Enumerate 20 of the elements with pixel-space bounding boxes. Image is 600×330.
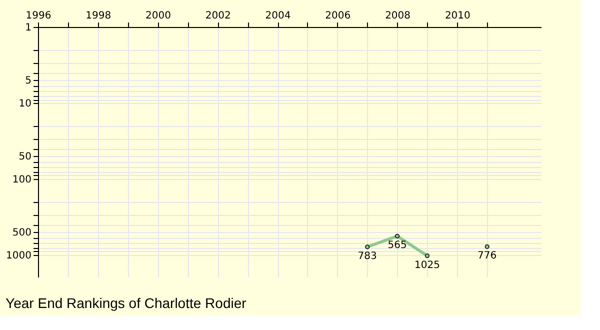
y-tick-label: 500 — [12, 228, 32, 239]
x-tick-label: 2008 — [385, 10, 411, 22]
data-label: 776 — [478, 250, 497, 262]
x-tick-label: 2002 — [205, 10, 231, 22]
x-tick-label: 2010 — [444, 10, 470, 22]
data-label: 565 — [388, 240, 407, 252]
y-tick-label: 1 — [25, 22, 32, 34]
y-tick-label: 5 — [25, 76, 32, 87]
x-tick-label: 1998 — [86, 10, 112, 22]
data-label: 783 — [358, 250, 377, 262]
y-tick-label: 10 — [18, 98, 32, 110]
x-tick-label: 2000 — [146, 10, 171, 22]
x-tick-label: 2006 — [325, 10, 351, 22]
data-label: 1025 — [414, 260, 440, 271]
x-tick-label: 1996 — [26, 10, 52, 22]
text: Year End Rankings of Charlotte Rodier — [6, 295, 247, 311]
y-tick-label: 1000 — [6, 250, 32, 262]
y-tick-label: 50 — [18, 152, 32, 163]
x-tick-label: 2004 — [265, 10, 291, 22]
y-tick-label: 100 — [12, 174, 32, 186]
